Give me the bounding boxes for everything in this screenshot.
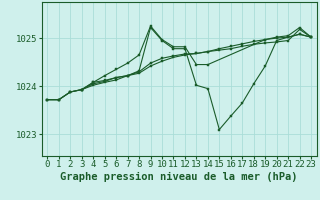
X-axis label: Graphe pression niveau de la mer (hPa): Graphe pression niveau de la mer (hPa) (60, 172, 298, 182)
